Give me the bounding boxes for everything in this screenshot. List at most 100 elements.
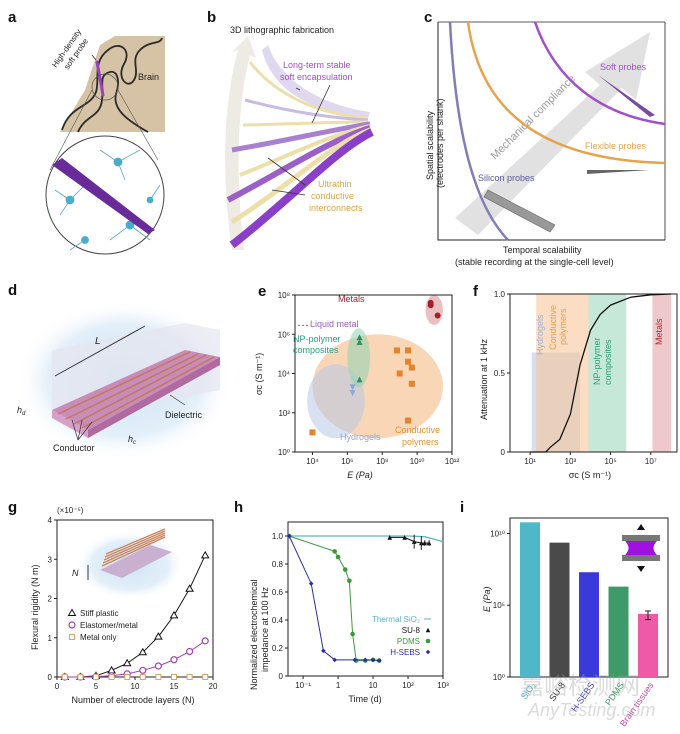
e-annotation: composites [293, 345, 339, 355]
h-h-sebs-point [332, 657, 337, 663]
f-ylabel: Attenuation at 1 kHz [479, 338, 489, 420]
e-xtick-label: 10¹⁰ [410, 457, 425, 466]
g-stiff-plastic-legend-marker [67, 608, 77, 616]
region-np-polymer-composites [347, 328, 371, 388]
band-conductive-polymers [536, 294, 589, 452]
g-xtick-label: 10 [131, 682, 140, 691]
h-ylabel-2: impedance at 100 Hz [260, 586, 270, 672]
h-h-sebs-point [286, 533, 292, 539]
probe-pointer [91, 54, 97, 61]
e-annotation: Conductive [395, 425, 440, 435]
h-legend-label: Thermal SiO₂ [372, 615, 420, 624]
conductor-layer-edge [88, 357, 220, 438]
length-arrow [54, 325, 146, 377]
h-pdms-legend-marker [425, 638, 431, 644]
flexible-probes-label: Flexible probes [585, 141, 647, 151]
region-metals [425, 295, 443, 325]
g-elastomer-metal-point [170, 656, 178, 664]
e-annotation: polymers [402, 437, 439, 447]
inset-probe-stack-icon [100, 545, 172, 578]
g-ytick-label: 1 [48, 634, 53, 643]
g-metal-only-point [171, 674, 177, 680]
g-stiff-plastic-point [107, 665, 116, 674]
length-label: L [95, 336, 101, 347]
g-elastomer-metal-point [154, 662, 162, 670]
h-xtick-label: 1 [336, 681, 341, 690]
g-stiff-plastic-point [122, 658, 132, 667]
h-h-sebs-point [321, 648, 326, 654]
f-xtick-label: 10⁷ [645, 457, 657, 466]
f-xtick-label: 10³ [565, 457, 577, 466]
g-metal-only-legend-marker [69, 634, 75, 640]
g-metal-only-point [108, 674, 115, 680]
panel-c-xlabel-2: (stable recording at the single-cell lev… [455, 257, 614, 267]
attenuation-curve [530, 293, 671, 453]
h-ytick-label: 0.8 [272, 560, 284, 569]
h-su-8-point [387, 535, 393, 540]
g-metal-only-point [186, 674, 193, 680]
brain-folds [61, 37, 163, 133]
zoom-region [91, 73, 119, 101]
h-plot-frame [287, 521, 444, 677]
e-annotation: Metals [338, 294, 365, 304]
g-stiff-plastic-point [138, 647, 148, 656]
panel-a: a High-density soft probe Brain [8, 9, 165, 255]
h-xtick-label: 10³ [437, 681, 449, 690]
e-point-conductive-polymers [393, 347, 400, 354]
f-band-label: NP-polymer [592, 337, 602, 385]
e-ytick-label: 10⁴ [278, 370, 291, 379]
e-point-conductive-polymers [404, 417, 411, 424]
e-point-conductive-polymers [404, 347, 411, 354]
h-xtick-label: 10 [369, 681, 378, 690]
flexible-probe-icon [587, 170, 650, 174]
inset-layer [104, 530, 166, 558]
h-ytick-label: 0.4 [272, 616, 284, 625]
e-xtick-label: 10⁶ [341, 457, 353, 466]
h-pdms-point [347, 578, 352, 584]
panel-c-ylabel-2: (electrodes per shank) [435, 98, 445, 188]
panel-g: g N 0 5 10 15 20 0 1 2 3 4 Stiff plastic Elastomer/m… [8, 499, 218, 705]
g-xtick-label: 0 [55, 682, 60, 691]
f-band-label: polymers [558, 308, 568, 345]
i-ytick-label: 10⁰ [493, 673, 505, 682]
panel-f: f 10¹ 10³ 10⁵ 10⁷ 0 0.5 1.0 Hydrogels Conductive… [473, 283, 678, 480]
g-legend-label: Metal only [80, 633, 116, 642]
g-metal-only-point [155, 674, 162, 680]
g-ylabel: Flexural rigidity (N m) [30, 564, 40, 650]
h-ytick-label: 1.0 [272, 532, 284, 541]
hd-symbol: h [17, 405, 22, 415]
e-annotation: Liquid metal [310, 319, 359, 329]
panel-c: c Mechanical compliance Soft probes Flex… [424, 9, 666, 267]
e-xtick-label: 10¹² [445, 457, 460, 466]
band-np-polymer-composites [588, 294, 627, 452]
g-yunit: (×10⁻⁵) [57, 506, 84, 515]
panel-label-b: b [207, 9, 216, 26]
flexible-curve [466, 21, 666, 165]
h-ytick-label: 0 [279, 672, 284, 681]
g-metal-only-point [77, 674, 84, 680]
g-legend-label: Stiff plastic [80, 609, 119, 618]
conductor-layer-front [52, 410, 88, 438]
e-point-hydrogels [349, 384, 356, 391]
bar-h-sebs [579, 572, 599, 677]
e-point-metals [427, 302, 434, 309]
h-h-sebs-point [362, 657, 368, 663]
panel-e: e 10⁴ 10⁶ 10⁸ 10¹⁰ 10¹² 10⁰ 10² 10⁴ 10⁶ 10⁸ Metals… [254, 283, 459, 480]
conductor-traces [57, 351, 215, 429]
encapsulation-label-1: Long-term stable [283, 60, 351, 70]
g-legend-label: Elastomer/metal [80, 621, 138, 630]
encapsulation-pointer-2 [295, 87, 301, 91]
panel-b-title: 3D lithographic fabrication [230, 25, 334, 35]
h-xtick-label: 10² [402, 681, 414, 690]
h-h-sebs-line [288, 535, 380, 662]
encapsulation-pointer [311, 84, 331, 124]
e-point-conductive-polymers [404, 358, 411, 365]
h-pdms-point [350, 631, 355, 637]
zoom-line-left [49, 89, 93, 171]
f-band-label: composites [603, 339, 613, 385]
h-h-sebs-point [308, 581, 314, 586]
g-ytick-label: 4 [48, 516, 53, 525]
e-ytick-label: 10⁰ [278, 448, 290, 457]
bar-brain-tissues [638, 613, 658, 677]
g-ytick-label: 3 [48, 555, 53, 564]
